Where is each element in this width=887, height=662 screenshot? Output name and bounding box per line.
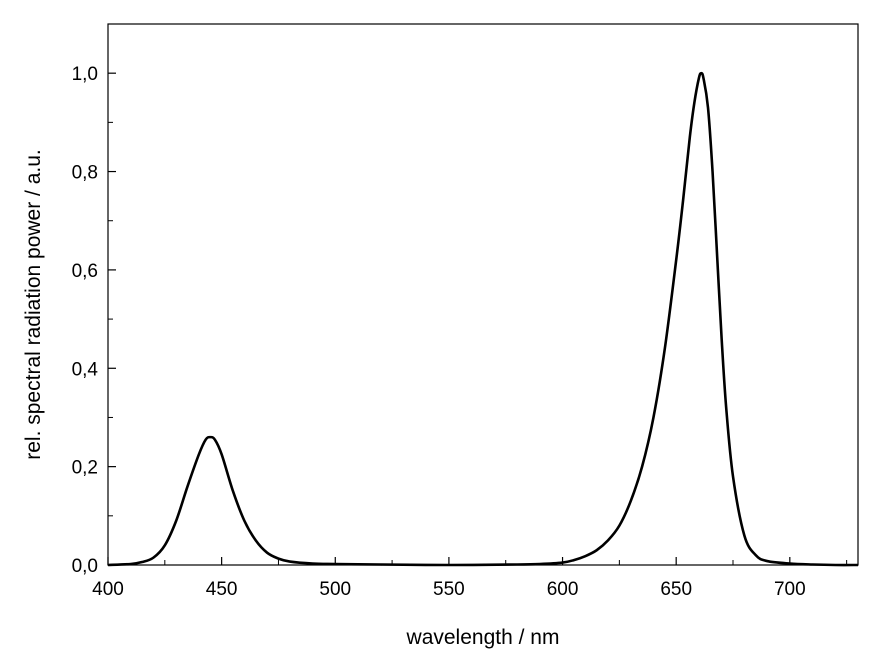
x-axis-label: wavelength / nm — [406, 626, 560, 649]
x-tick-label: 700 — [774, 579, 806, 600]
y-axis-label: rel. spectral radiation power / a.u. — [22, 149, 45, 460]
y-tick-label: 0,0 — [72, 556, 98, 577]
y-tick-label: 0,2 — [72, 458, 98, 479]
y-tick-label: 0,4 — [72, 359, 99, 380]
x-tick-label: 500 — [319, 579, 351, 600]
x-tick-label: 550 — [433, 579, 465, 600]
x-tick-label: 600 — [547, 579, 579, 600]
x-tick-label: 450 — [206, 579, 238, 600]
spectrum-line-0 — [107, 71, 859, 567]
plot-frame — [107, 23, 859, 566]
x-tick-label: 400 — [92, 579, 124, 600]
y-tick-label: 1,0 — [72, 64, 98, 85]
y-tick-label: 0,6 — [72, 261, 98, 282]
x-axis: 400 450 500 550 600 650 700 — [92, 557, 848, 600]
y-tick-label: 0,8 — [72, 163, 98, 184]
plot-area — [107, 71, 859, 567]
y-axis: 0,0 0,2 0,4 0,6 0,8 1,0 — [72, 64, 116, 577]
x-tick-label: 650 — [660, 579, 692, 600]
